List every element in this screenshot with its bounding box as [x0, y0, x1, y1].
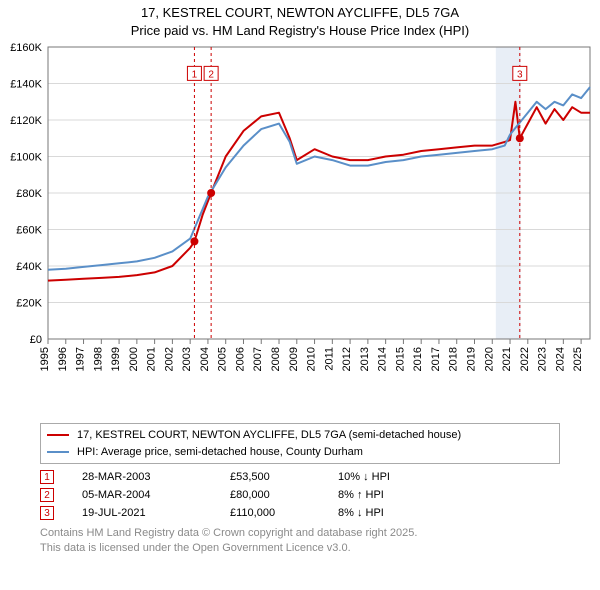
svg-text:2: 2 [208, 69, 214, 80]
svg-text:2012: 2012 [341, 347, 353, 371]
svg-text:£120K: £120K [10, 115, 42, 127]
svg-text:2017: 2017 [430, 347, 442, 371]
svg-text:2025: 2025 [572, 347, 584, 371]
sale-price: £80,000 [230, 489, 310, 501]
svg-text:1997: 1997 [75, 347, 87, 371]
svg-text:2019: 2019 [465, 347, 477, 371]
legend-label-b: HPI: Average price, semi-detached house,… [77, 444, 363, 461]
footnote-l2: This data is licensed under the Open Gov… [40, 541, 560, 556]
svg-text:1996: 1996 [57, 347, 69, 371]
svg-text:3: 3 [517, 69, 523, 80]
svg-text:1: 1 [192, 69, 198, 80]
sale-marker-box: 1 [40, 470, 54, 484]
svg-text:£40K: £40K [16, 261, 42, 273]
svg-text:2001: 2001 [146, 347, 158, 371]
svg-text:1999: 1999 [110, 347, 122, 371]
sale-price: £110,000 [230, 507, 310, 519]
legend-row: HPI: Average price, semi-detached house,… [47, 444, 553, 461]
legend: 17, KESTREL COURT, NEWTON AYCLIFFE, DL5 … [40, 423, 560, 464]
svg-text:£20K: £20K [16, 298, 42, 310]
sales-table: 1 28-MAR-2003 £53,500 10% ↓ HPI 2 05-MAR… [40, 470, 560, 520]
sale-row: 1 28-MAR-2003 £53,500 10% ↓ HPI [40, 470, 560, 484]
svg-text:2024: 2024 [554, 347, 566, 371]
footnote-l1: Contains HM Land Registry data © Crown c… [40, 526, 560, 541]
svg-text:£60K: £60K [16, 225, 42, 237]
svg-text:1998: 1998 [92, 347, 104, 371]
sale-diff: 10% ↓ HPI [338, 471, 418, 483]
svg-text:2004: 2004 [199, 347, 211, 371]
svg-text:2006: 2006 [234, 347, 246, 371]
svg-text:2021: 2021 [501, 347, 513, 371]
svg-text:2022: 2022 [519, 347, 531, 371]
page-title: 17, KESTREL COURT, NEWTON AYCLIFFE, DL5 … [0, 4, 600, 22]
sale-diff: 8% ↑ HPI [338, 489, 418, 501]
sale-row: 3 19-JUL-2021 £110,000 8% ↓ HPI [40, 506, 560, 520]
svg-text:£100K: £100K [10, 152, 42, 164]
svg-text:£140K: £140K [10, 79, 42, 91]
svg-text:2015: 2015 [394, 347, 406, 371]
sale-date: 05-MAR-2004 [82, 489, 202, 501]
svg-text:1995: 1995 [39, 347, 51, 371]
svg-text:2018: 2018 [448, 347, 460, 371]
svg-text:2014: 2014 [377, 347, 389, 371]
sale-diff: 8% ↓ HPI [338, 507, 418, 519]
sale-marker-box: 3 [40, 506, 54, 520]
svg-text:2011: 2011 [323, 347, 335, 371]
svg-text:2009: 2009 [288, 347, 300, 371]
svg-text:2023: 2023 [537, 347, 549, 371]
svg-text:2016: 2016 [412, 347, 424, 371]
sale-date: 28-MAR-2003 [82, 471, 202, 483]
svg-text:2005: 2005 [217, 347, 229, 371]
legend-swatch-b [47, 451, 69, 453]
svg-text:2003: 2003 [181, 347, 193, 371]
svg-text:2020: 2020 [483, 347, 495, 371]
svg-text:2002: 2002 [163, 347, 175, 371]
sale-row: 2 05-MAR-2004 £80,000 8% ↑ HPI [40, 488, 560, 502]
svg-text:£80K: £80K [16, 188, 42, 200]
legend-label-a: 17, KESTREL COURT, NEWTON AYCLIFFE, DL5 … [77, 427, 461, 444]
svg-text:2000: 2000 [128, 347, 140, 371]
svg-text:£160K: £160K [10, 42, 42, 54]
legend-swatch-a [47, 434, 69, 436]
svg-text:2008: 2008 [270, 347, 282, 371]
svg-text:2007: 2007 [252, 347, 264, 371]
sale-date: 19-JUL-2021 [82, 507, 202, 519]
sale-price: £53,500 [230, 471, 310, 483]
svg-text:£0: £0 [30, 334, 42, 346]
sale-marker-box: 2 [40, 488, 54, 502]
svg-text:2013: 2013 [359, 347, 371, 371]
legend-row: 17, KESTREL COURT, NEWTON AYCLIFFE, DL5 … [47, 427, 553, 444]
footnote: Contains HM Land Registry data © Crown c… [40, 526, 560, 556]
page-subtitle: Price paid vs. HM Land Registry's House … [0, 22, 600, 40]
svg-text:2010: 2010 [306, 347, 318, 371]
price-chart: £0 £20K £40K £60K £80K £100K £120K £140K £160K 19… [0, 39, 600, 419]
